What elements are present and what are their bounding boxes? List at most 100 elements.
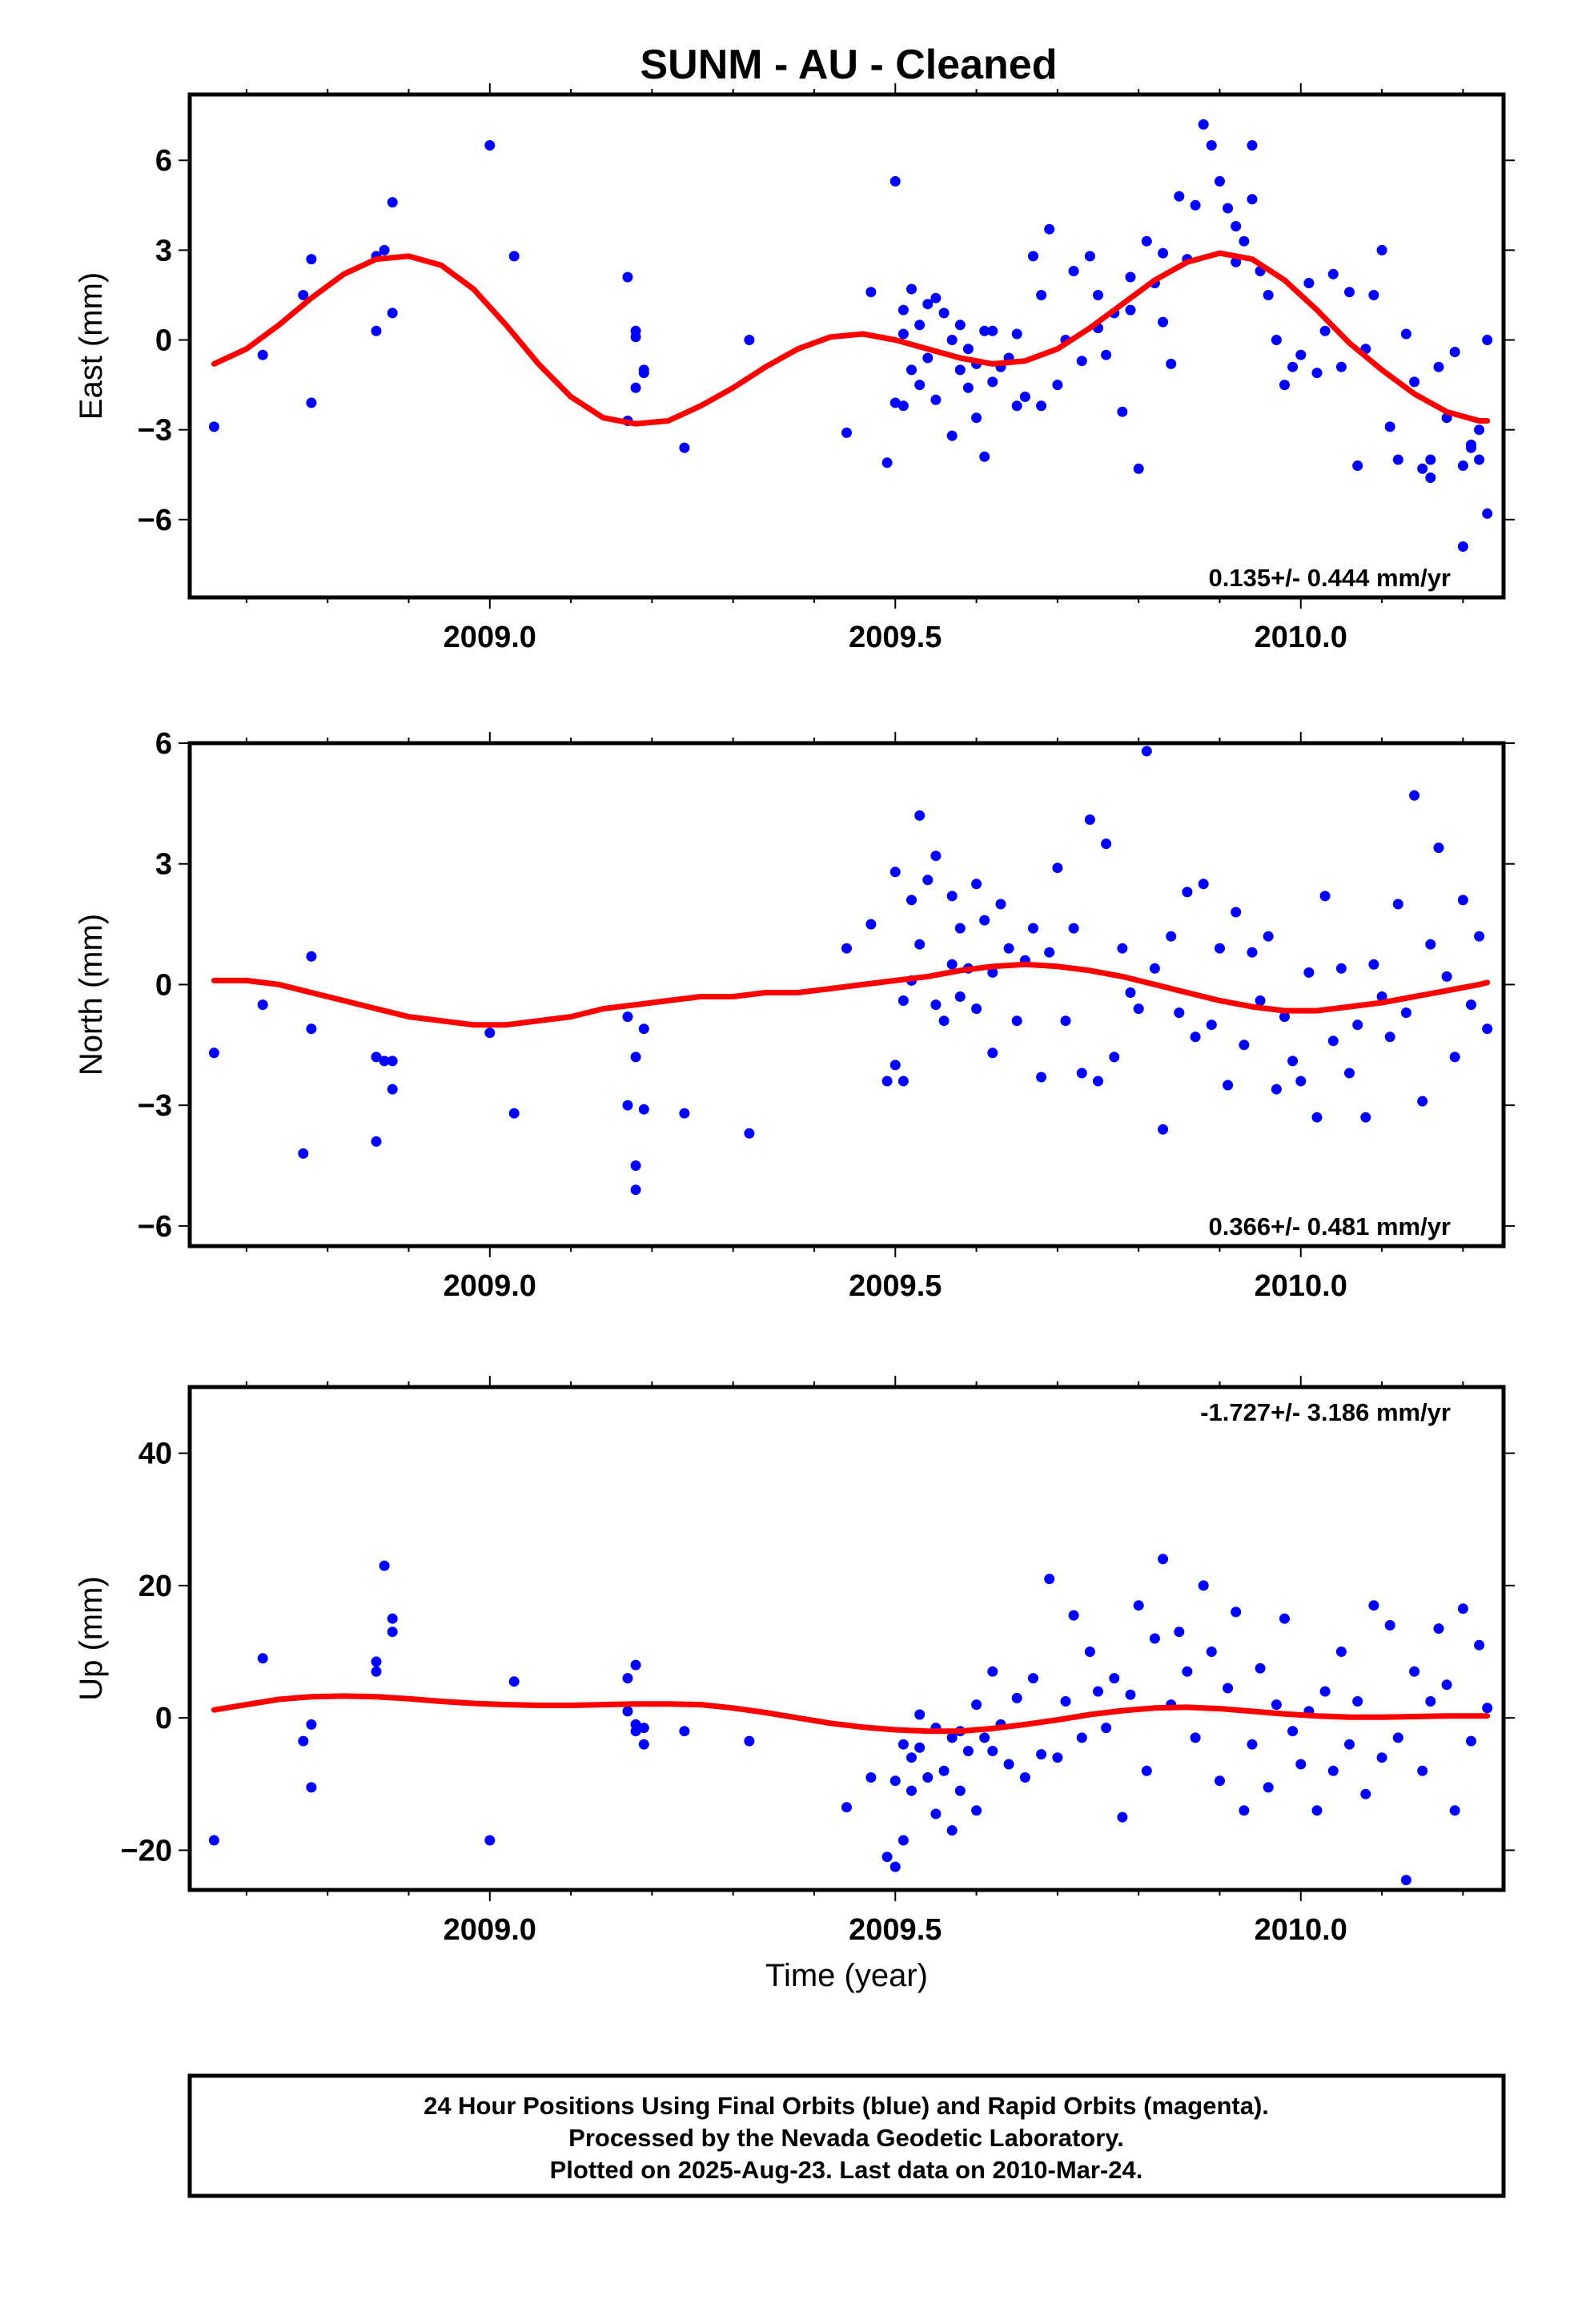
data-point	[508, 1108, 520, 1119]
data-point	[1101, 1723, 1112, 1734]
data-point	[1441, 1679, 1452, 1691]
data-point	[1068, 1610, 1079, 1621]
data-point	[1271, 335, 1282, 345]
data-point	[1400, 1007, 1411, 1019]
data-point	[1482, 508, 1493, 519]
data-point	[1392, 454, 1403, 465]
data-point	[257, 349, 268, 360]
data-point	[1400, 1875, 1411, 1886]
data-point	[1052, 380, 1063, 391]
data-point	[889, 1059, 901, 1071]
data-point	[971, 412, 982, 424]
data-point	[841, 427, 852, 438]
data-point	[1206, 140, 1217, 151]
data-point	[1158, 1124, 1169, 1135]
data-point	[1109, 1673, 1120, 1684]
data-point	[1417, 463, 1428, 474]
data-point	[1247, 194, 1258, 205]
data-point	[1457, 541, 1468, 552]
data-point	[1068, 266, 1079, 276]
data-point	[208, 421, 219, 432]
data-point	[1327, 1035, 1339, 1047]
data-point	[1368, 959, 1379, 970]
data-point	[371, 1051, 382, 1063]
data-point	[1149, 1633, 1160, 1644]
data-point	[306, 1782, 317, 1793]
data-point	[1376, 991, 1387, 1002]
data-point	[914, 1709, 926, 1720]
y-tick-label: −3	[138, 1089, 172, 1123]
data-point	[1247, 140, 1258, 151]
data-point	[1466, 1735, 1476, 1747]
data-point	[881, 1076, 893, 1087]
data-point	[1076, 1732, 1087, 1743]
data-point	[1417, 1765, 1428, 1776]
data-point	[1319, 891, 1331, 902]
data-point	[914, 1742, 926, 1753]
data-point	[1060, 1015, 1071, 1027]
data-point	[1287, 1726, 1299, 1737]
data-point	[1376, 1752, 1387, 1763]
data-point	[987, 1746, 998, 1756]
data-point	[1311, 1805, 1323, 1816]
data-point	[914, 320, 926, 331]
data-point	[889, 175, 901, 187]
y-tick-label: 3	[155, 848, 172, 882]
data-point	[1344, 1068, 1355, 1079]
data-point	[1198, 119, 1209, 130]
data-point	[1028, 251, 1038, 262]
data-point	[1287, 361, 1299, 372]
data-point	[1303, 967, 1315, 978]
data-point	[1368, 1600, 1379, 1611]
data-point	[1319, 1686, 1331, 1697]
data-point	[1028, 923, 1038, 934]
data-point	[1360, 1788, 1371, 1799]
data-point	[208, 1047, 219, 1059]
data-point	[946, 335, 958, 345]
data-point	[1425, 454, 1436, 465]
data-point	[897, 1835, 909, 1846]
velocity-rate-label: -1.727+/- 3.186 mm/yr	[1200, 1398, 1451, 1426]
data-point	[484, 1027, 496, 1039]
data-point	[1158, 1554, 1169, 1565]
data-point	[630, 1726, 641, 1737]
footer-box	[187, 2073, 1506, 2198]
model-fit-line	[211, 961, 1491, 1028]
data-point	[954, 364, 966, 376]
data-point	[679, 442, 690, 453]
data-point	[938, 308, 950, 319]
data-point	[1239, 1805, 1250, 1816]
data-point	[922, 1772, 934, 1783]
data-point	[962, 1746, 974, 1756]
data-point	[995, 899, 1006, 910]
data-point	[946, 430, 958, 441]
data-point	[622, 1673, 633, 1684]
data-point	[622, 1100, 633, 1111]
data-point	[1125, 1689, 1136, 1700]
data-point	[889, 1775, 901, 1787]
data-point	[1003, 943, 1014, 954]
y-tick-label: 40	[139, 1437, 172, 1471]
data-point	[930, 1808, 942, 1819]
x-tick-label: 2010.0	[1255, 621, 1347, 654]
data-point	[914, 380, 926, 391]
data-point	[1158, 316, 1169, 328]
data-point	[1011, 328, 1022, 340]
data-point	[744, 1735, 755, 1747]
data-point	[906, 895, 917, 906]
data-point	[962, 344, 974, 355]
data-point	[865, 1772, 877, 1783]
data-point	[1482, 335, 1493, 345]
data-point	[1352, 1696, 1363, 1707]
data-point	[1247, 1739, 1258, 1750]
x-tick-label: 2009.0	[444, 1269, 536, 1303]
data-point	[1263, 290, 1274, 300]
data-point	[1076, 1068, 1087, 1079]
data-point	[306, 1719, 317, 1730]
data-point	[865, 919, 877, 930]
data-point	[881, 1852, 893, 1863]
data-point	[1101, 349, 1112, 360]
data-point	[1093, 1686, 1103, 1697]
data-point	[1109, 1051, 1120, 1063]
data-point	[387, 197, 398, 208]
